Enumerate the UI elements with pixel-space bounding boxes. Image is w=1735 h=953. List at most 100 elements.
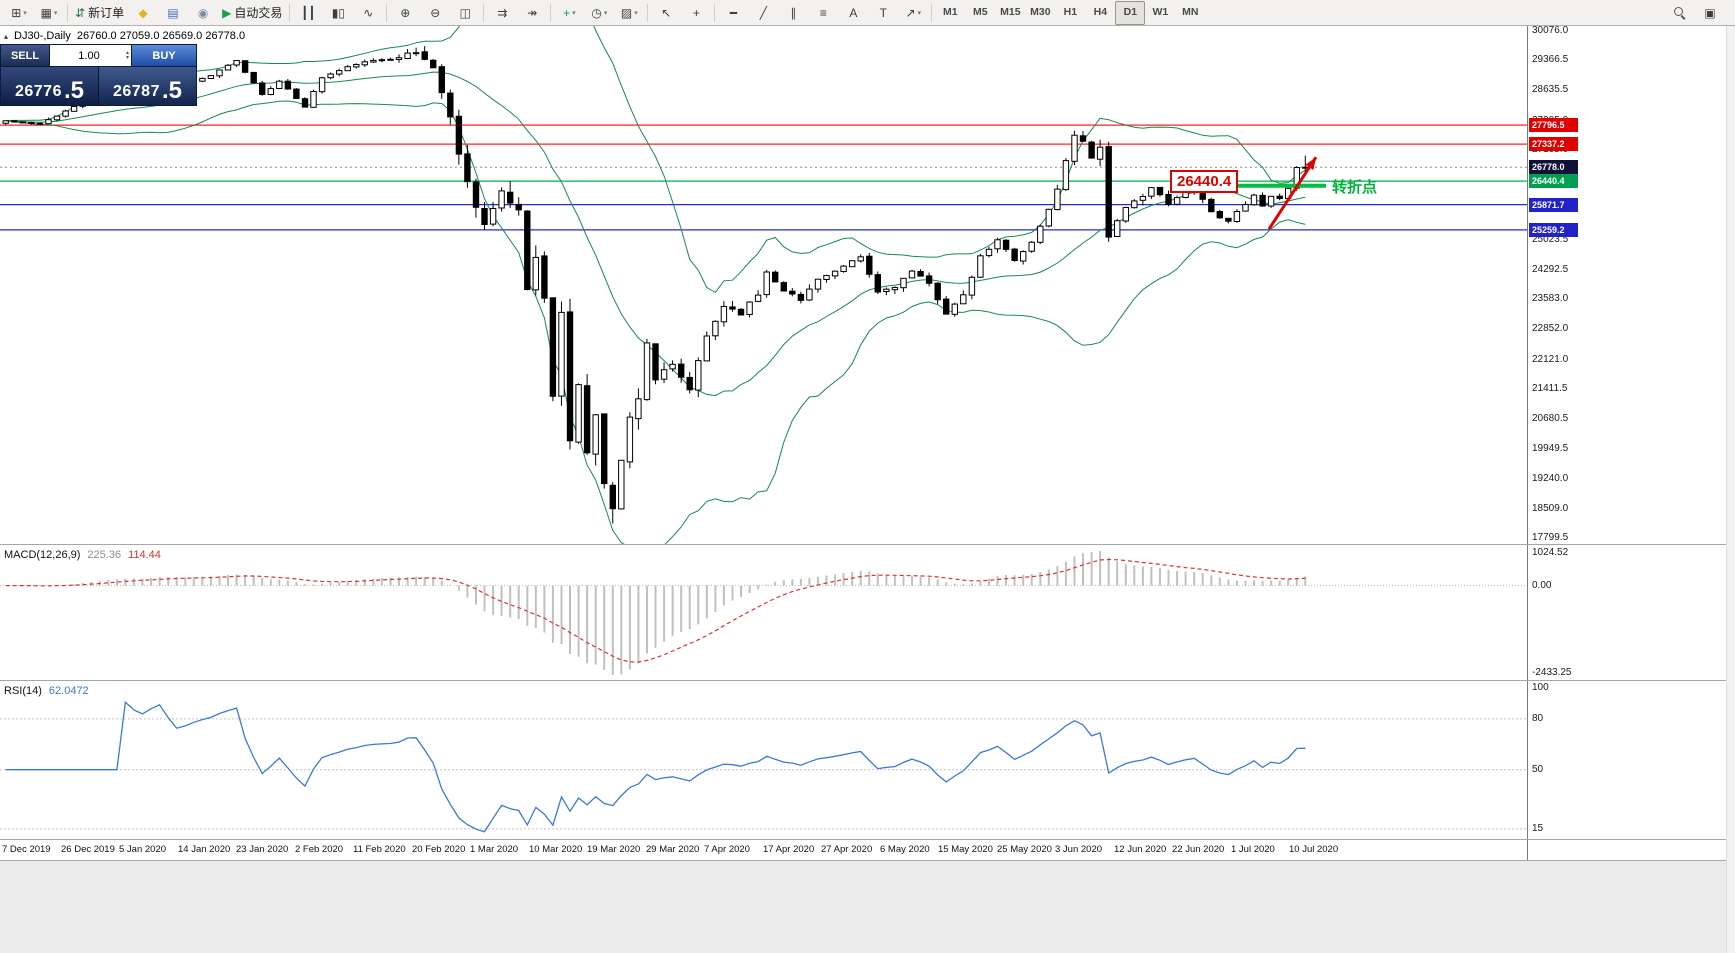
text-label-button[interactable]: T [868, 1, 898, 25]
time-axis-label: 14 Jan 2020 [178, 844, 231, 855]
price-chart[interactable] [0, 26, 1527, 545]
crosshair-button[interactable]: + [681, 1, 711, 25]
candlestick-chart-button[interactable]: ▮▯ [323, 1, 353, 25]
bottom-panel-area [0, 860, 1735, 953]
macd-axis-min: -2433.25 [1532, 667, 1572, 678]
profiles-button[interactable]: ▦ ▾ [34, 1, 64, 25]
chart-ohlc-label: 26760.0 27059.0 26569.0 26778.0 [76, 30, 246, 42]
line-chart-icon: ∿ [363, 5, 374, 20]
time-axis-label: 7 Apr 2020 [704, 844, 750, 855]
macd-axis-zero: 0.00 [1532, 580, 1552, 591]
cursor-button[interactable]: ↖ [651, 1, 681, 25]
metaeditor-button[interactable]: ◆ [128, 1, 158, 25]
price-axis-tick: 22121.0 [1532, 354, 1569, 365]
volume-stepper[interactable]: ▴ ▾ [125, 49, 129, 61]
toolbar-separator [931, 3, 933, 22]
indicators-button[interactable]: + ▾ [554, 1, 584, 25]
dropdown-caret-icon: ▾ [603, 9, 608, 17]
new-chart-button[interactable]: ⊞ ▾ [4, 1, 34, 25]
time-axis-label: 6 May 2020 [880, 844, 930, 855]
rsi-label: RSI(14) 62.0472 [4, 685, 89, 697]
fibonacci-icon: ≡ [819, 5, 827, 20]
zoom-in-button[interactable]: ⊕ [390, 1, 420, 25]
new-window-button[interactable]: ▣ [1695, 1, 1725, 25]
line-chart-button[interactable]: ∿ [353, 1, 383, 25]
dropdown-caret-icon: ▾ [634, 9, 638, 17]
auto-trading-icon: ▶ [222, 5, 232, 20]
time-axis-label: 1 Mar 2020 [470, 844, 519, 855]
channel-button[interactable]: ∥ [778, 1, 808, 25]
volume-input[interactable]: 1.00 ▴ ▾ [50, 45, 132, 66]
price-axis-tick: 18509.0 [1532, 503, 1569, 514]
timeframe-h4[interactable]: H4 [1085, 1, 1115, 25]
trend-arrow-head [1305, 157, 1316, 170]
zoom-out-button[interactable]: ⊖ [420, 1, 450, 25]
auto-scroll-button[interactable]: ⇉ [487, 1, 517, 25]
toolbar-separator [289, 3, 291, 22]
panel-separator [0, 680, 1735, 681]
price-axis-tick: 19240.0 [1532, 473, 1569, 484]
volume-up-icon[interactable]: ▴ [125, 49, 129, 56]
time-axis-label: 20 Feb 2020 [412, 844, 466, 855]
sell-button[interactable]: SELL [1, 45, 50, 66]
time-axis-label: 12 Jun 2020 [1114, 844, 1167, 855]
horizontal-line-button[interactable]: ━ [718, 1, 748, 25]
toolbar-separator [483, 3, 485, 22]
new-order-button[interactable]: ⇵ 新订单 [71, 1, 128, 25]
timeframe-mn[interactable]: MN [1175, 1, 1205, 25]
tile-windows-button[interactable]: ◫ [450, 1, 480, 25]
sell-price[interactable]: 26776 .5 [1, 67, 99, 105]
dropdown-caret-icon: ▾ [572, 9, 576, 17]
trendline-button[interactable]: ╱ [748, 1, 778, 25]
trend-arrow[interactable] [1267, 156, 1318, 230]
toolbar-right-group: ▣ [1665, 1, 1725, 25]
toolbar-separator [714, 3, 716, 22]
time-axis-label: 17 Apr 2020 [763, 844, 815, 855]
timeframe-w1-icon: W1 [1152, 6, 1169, 19]
time-axis-label: 5 Jan 2020 [119, 844, 167, 855]
text-button[interactable]: A [838, 1, 868, 25]
price-annotation-box[interactable]: 26440.4 [1170, 170, 1239, 193]
collapse-arrow-icon[interactable]: ▴ [4, 31, 9, 41]
timeframe-m15[interactable]: M15 [995, 1, 1025, 25]
periods-icon: ◷ [591, 5, 602, 20]
auto-trading-button[interactable]: ▶ 自动交易 [218, 1, 286, 25]
rsi-axis-max: 100 [1532, 682, 1549, 693]
vertical-scrollbar[interactable] [1726, 26, 1735, 953]
volume-down-icon[interactable]: ▾ [125, 54, 129, 61]
new-chart-icon: ⊞ [11, 5, 22, 20]
timeframe-h1[interactable]: H1 [1055, 1, 1085, 25]
dropdown-caret-icon: ▾ [917, 9, 922, 17]
time-axis-label: 15 May 2020 [938, 844, 993, 855]
buy-button[interactable]: BUY [132, 45, 196, 66]
fibonacci-button[interactable]: ≡ [808, 1, 838, 25]
bar-chart-button[interactable]: ┃┃ [293, 1, 323, 25]
timeframe-w1[interactable]: W1 [1145, 1, 1175, 25]
periods-button[interactable]: ◷ ▾ [584, 1, 614, 25]
arrows-button[interactable]: ↗ ▾ [898, 1, 928, 25]
crosshair-icon: + [692, 5, 700, 20]
price-axis-tick: 22852.0 [1532, 323, 1569, 334]
chart-shift-button[interactable]: ↠ [517, 1, 547, 25]
rsi-axis-level: 15 [1532, 823, 1544, 834]
time-axis-label: 10 Jul 2020 [1289, 844, 1339, 855]
buy-price-fraction: .5 [161, 77, 182, 104]
macd-panel[interactable] [0, 545, 1527, 681]
timeframe-m1[interactable]: M1 [935, 1, 965, 25]
timeframe-m5[interactable]: M5 [965, 1, 995, 25]
text-icon: A [849, 5, 858, 20]
templates-button[interactable]: ▨ ▾ [614, 1, 644, 25]
buy-price[interactable]: 26787 .5 [99, 67, 196, 105]
timeframe-d1[interactable]: D1 [1115, 0, 1146, 25]
rsi-panel[interactable] [0, 681, 1527, 840]
community-button[interactable]: ◉ [188, 1, 218, 25]
rsi-value: 62.0472 [48, 685, 89, 697]
search-button[interactable] [1665, 1, 1695, 25]
market-button[interactable]: ▤ [158, 1, 188, 25]
macd-main-value: 225.36 [87, 549, 122, 561]
bollinger-upper-band [5, 26, 1306, 294]
new-order-icon: ⇵ [75, 5, 86, 20]
timeframe-h4-icon: H4 [1093, 6, 1108, 19]
timeframe-m30[interactable]: M30 [1025, 1, 1055, 25]
macd-title-text: MACD(12,26,9) [4, 549, 81, 561]
